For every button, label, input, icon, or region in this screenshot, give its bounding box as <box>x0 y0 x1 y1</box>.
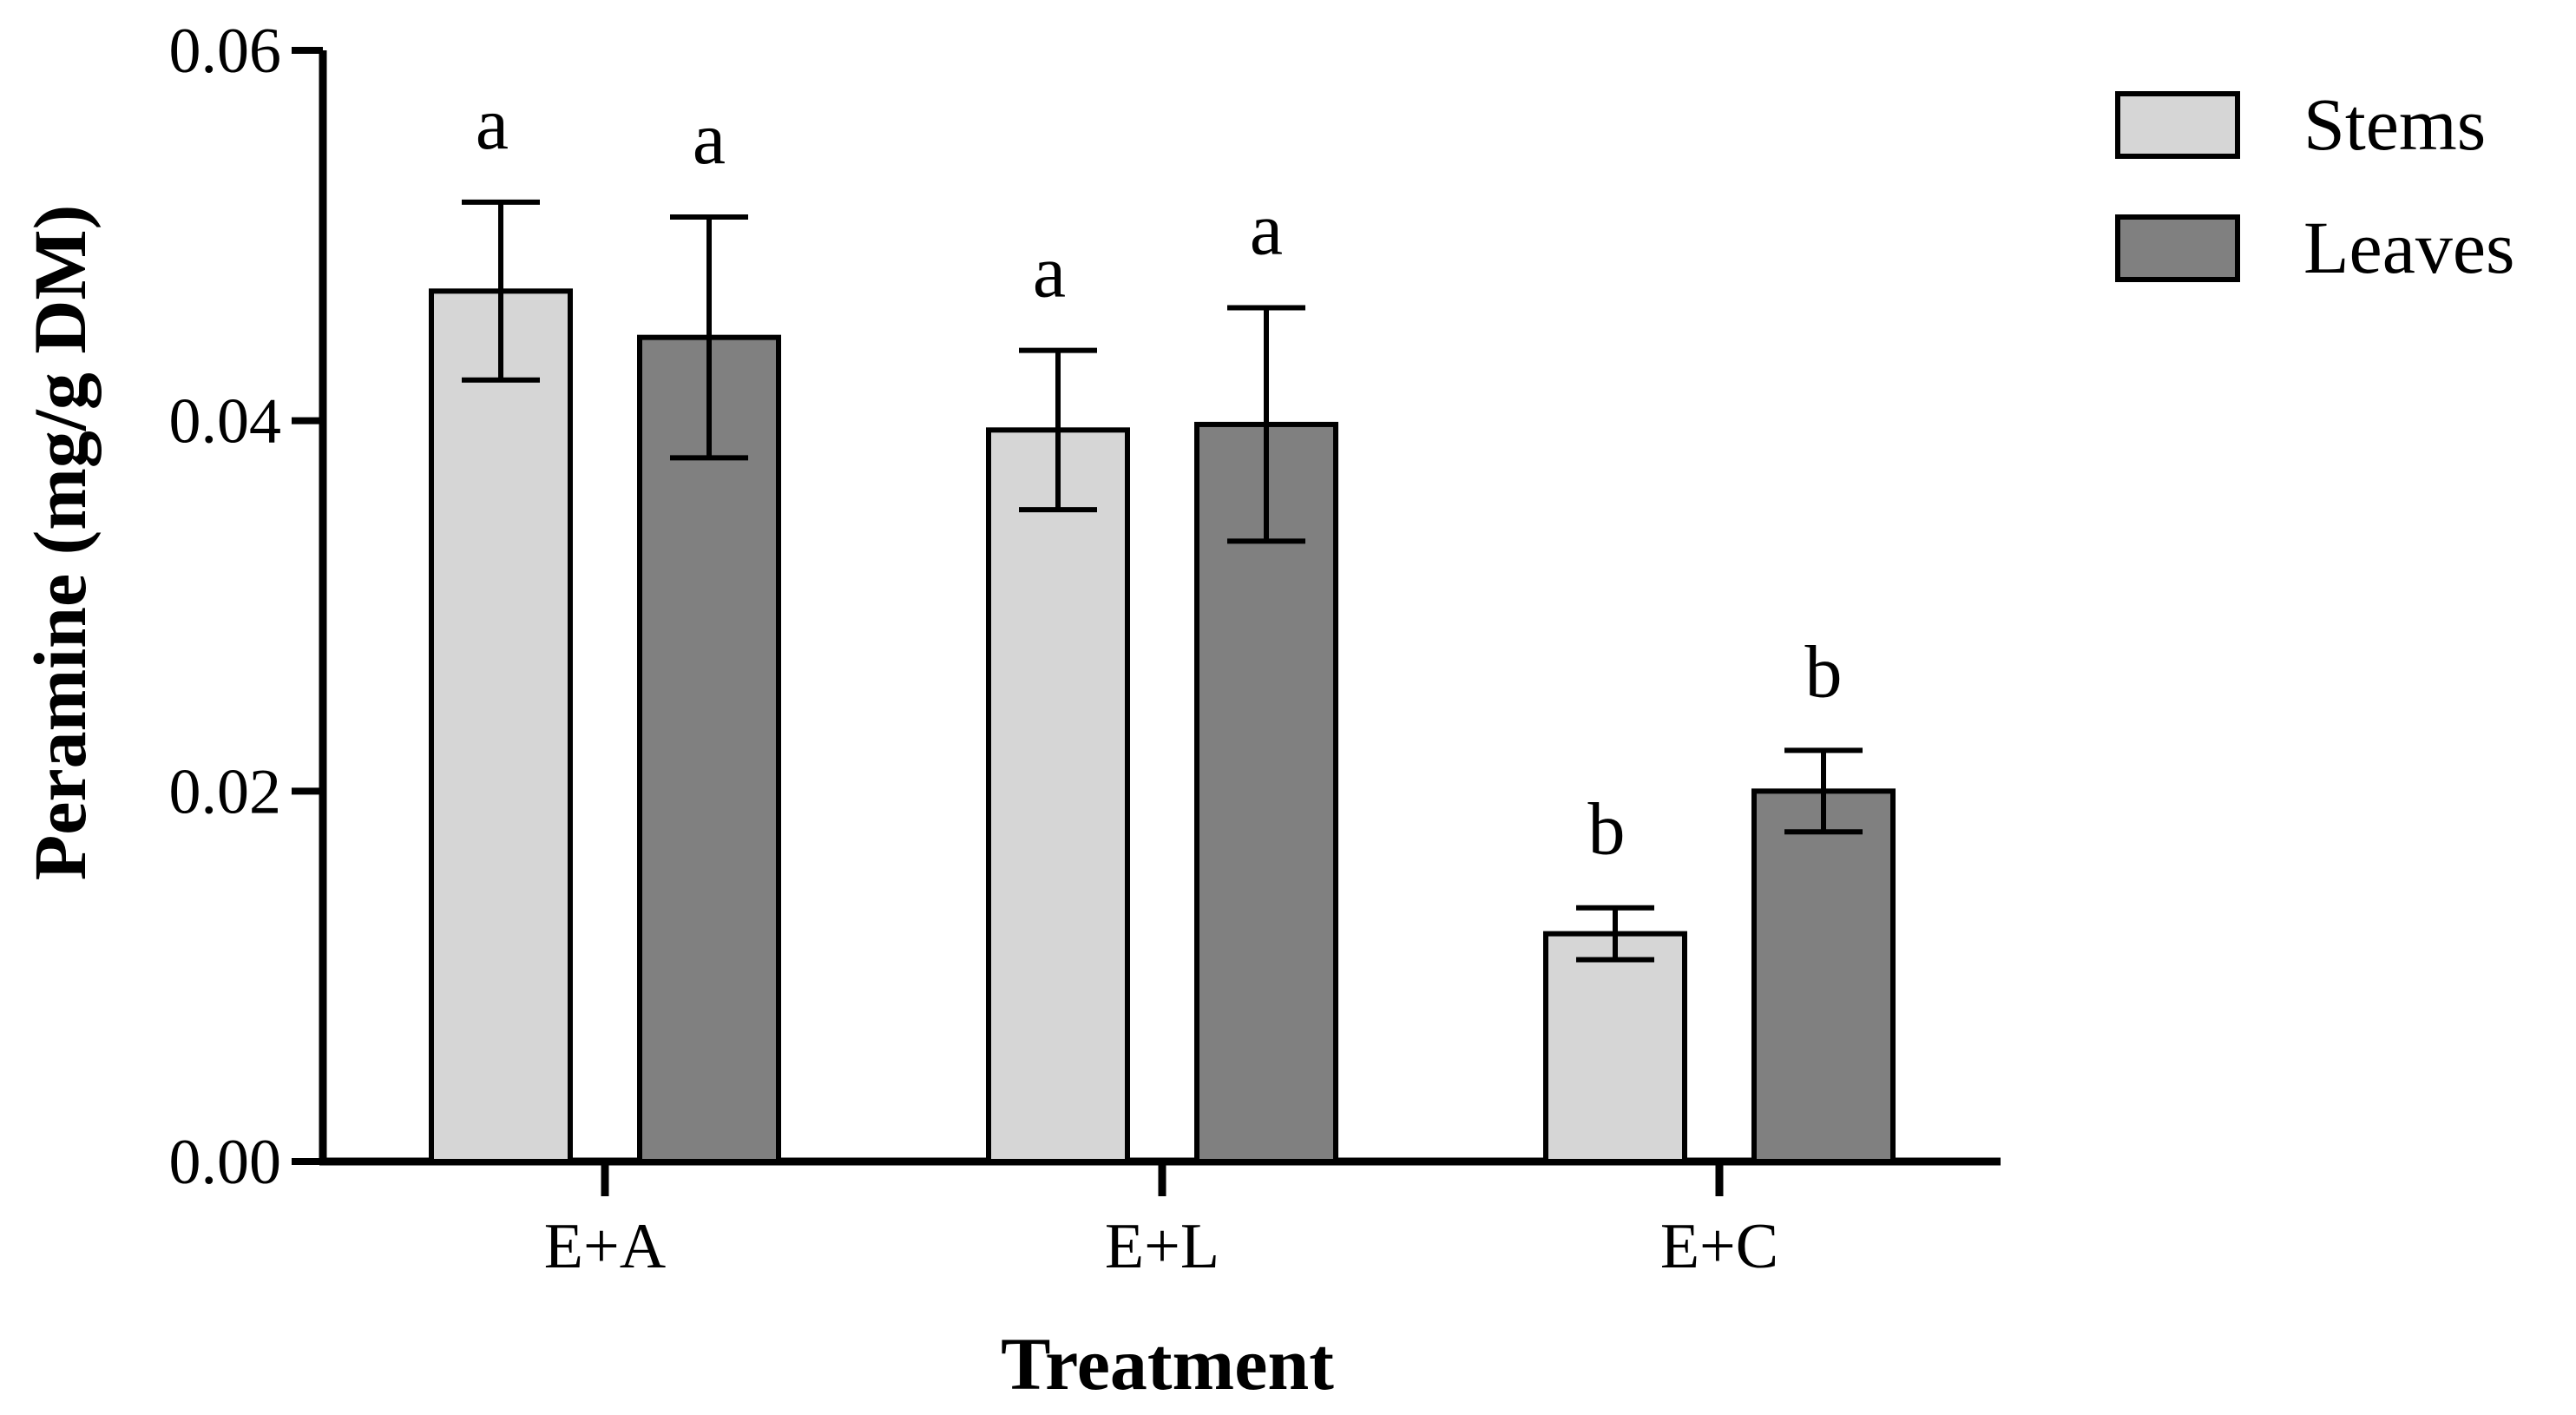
legend-swatch-leaves <box>2115 214 2240 282</box>
bar-stems-e-l <box>986 427 1130 1165</box>
x-tick-label: E+C <box>1660 1211 1778 1282</box>
y-tick-label: 0.06 <box>169 16 282 87</box>
legend-swatch-stems <box>2115 91 2240 159</box>
significance-letter: b <box>1805 629 1843 713</box>
legend-label-stems: Stems <box>2303 82 2486 166</box>
legend-label-leaves: Leaves <box>2303 206 2515 289</box>
significance-letter: b <box>1588 787 1626 871</box>
bar-leaves-e-a <box>637 334 781 1164</box>
significance-letter: a <box>476 82 509 165</box>
significance-letter: a <box>1033 230 1066 313</box>
x-axis-title: Treatment <box>1001 1322 1334 1405</box>
x-tick-label: E+A <box>544 1211 666 1282</box>
significance-letter: a <box>1250 188 1283 271</box>
y-tick-label: 0.00 <box>169 1127 282 1198</box>
bar-stems-e-a <box>429 288 573 1165</box>
significance-letter: a <box>693 96 726 180</box>
y-tick-label: 0.04 <box>169 386 282 457</box>
bar-stems-e-c <box>1543 931 1687 1164</box>
bar-leaves-e-c <box>1751 788 1896 1164</box>
y-axis-title: Peramine (mg/g DM) <box>18 205 102 881</box>
x-tick-label: E+L <box>1105 1211 1219 1282</box>
y-tick-label: 0.02 <box>169 756 282 827</box>
